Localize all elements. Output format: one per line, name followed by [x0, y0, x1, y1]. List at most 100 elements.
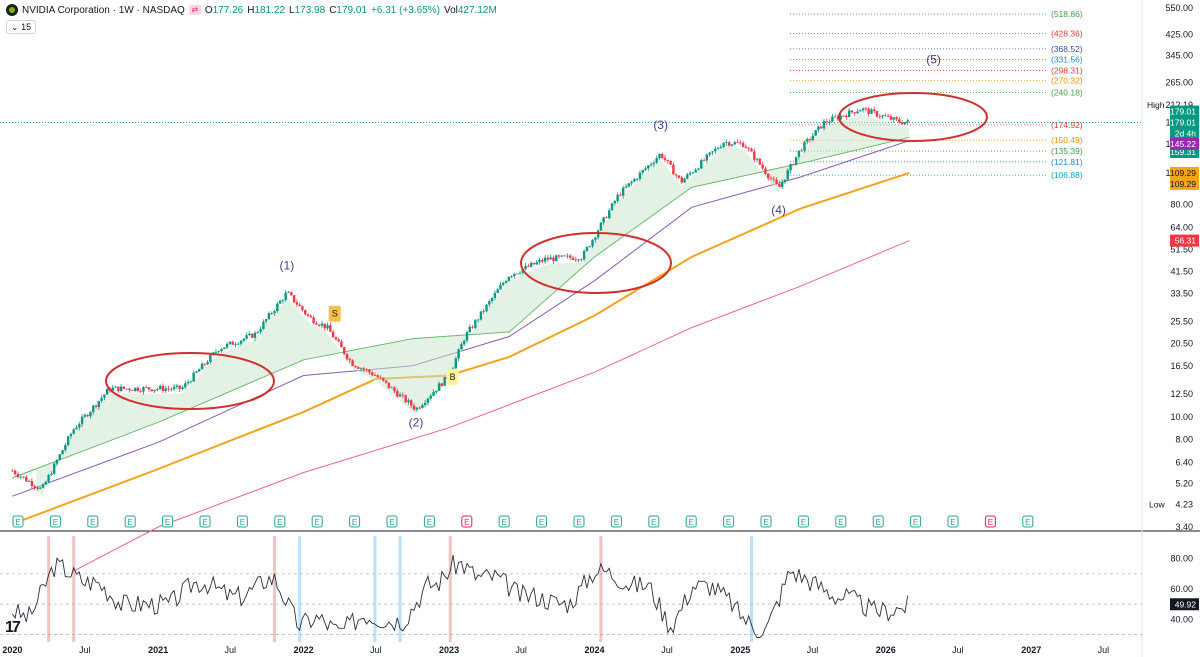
- candle-body: [741, 142, 745, 147]
- candle-body: [167, 388, 170, 390]
- candle-body: [69, 433, 73, 437]
- candle-body: [158, 386, 162, 389]
- candle-body: [281, 300, 285, 301]
- candle-body: [421, 405, 424, 408]
- candle-body: [627, 183, 630, 187]
- candle-body: [864, 108, 868, 110]
- y-tick-label: 25.50: [1170, 316, 1193, 326]
- candle-body: [30, 481, 34, 487]
- nvidia-logo-icon: [6, 4, 18, 16]
- candle-body: [647, 165, 650, 169]
- symbol-title[interactable]: NVIDIA Corporation · 1W · NASDAQ: [22, 4, 185, 16]
- candle-body: [725, 142, 728, 143]
- candle-body: [861, 108, 865, 111]
- candle-body: [817, 126, 820, 131]
- candle-body: [786, 170, 789, 180]
- candle-body: [568, 255, 572, 258]
- candle-body: [259, 329, 262, 332]
- candle-body: [373, 375, 377, 376]
- earnings-marker-label: E: [389, 518, 394, 527]
- candle-body: [594, 237, 597, 240]
- high-tag-label: High: [1147, 100, 1165, 110]
- oscillator-y-tick: 40.00: [1170, 614, 1193, 624]
- wave-label: (5): [926, 52, 941, 66]
- candle-body: [758, 158, 762, 165]
- y-tick-label: 5.20: [1175, 479, 1193, 489]
- candle-body: [543, 257, 547, 262]
- earnings-marker: [311, 515, 323, 528]
- candle-body: [251, 333, 254, 338]
- candle-body: [900, 122, 904, 125]
- candle-body: [875, 111, 879, 117]
- fib-level-label: (150.49): [1051, 135, 1083, 145]
- candle-body: [443, 376, 446, 386]
- earnings-marker-label: E: [128, 518, 133, 527]
- wave-label: (1): [280, 258, 295, 272]
- tradingview-logo-icon[interactable]: 17: [5, 619, 21, 636]
- y-tick-label: 345.00: [1165, 51, 1193, 61]
- candle-body: [200, 363, 204, 370]
- price-tag-label: 2d 4h: [1175, 129, 1197, 139]
- candle-body: [806, 139, 809, 142]
- candle-body: [340, 341, 343, 348]
- earnings-marker: [423, 515, 435, 528]
- y-tick-label: 12.50: [1170, 389, 1193, 399]
- close-label: C: [329, 4, 337, 16]
- x-tick-label: 2024: [584, 645, 604, 655]
- candle-body: [518, 272, 522, 274]
- candle-body: [886, 116, 890, 117]
- price-tag: [1170, 105, 1199, 118]
- trend-cloud: [36, 114, 910, 495]
- candle-body: [833, 116, 837, 118]
- candle-body: [164, 388, 167, 391]
- candle-body: [312, 317, 315, 324]
- candle-body: [867, 108, 870, 114]
- candle-body: [619, 194, 622, 196]
- fib-level-label: (298.31): [1051, 65, 1083, 75]
- candle-body: [50, 473, 53, 476]
- y-tick-label: 51.50: [1170, 245, 1193, 255]
- candle-body: [119, 386, 123, 392]
- earnings-marker-label: E: [53, 518, 58, 527]
- price-tag-label: 109.29: [1170, 168, 1196, 178]
- candle-body: [708, 152, 711, 155]
- oscillator-signal-band: [47, 536, 51, 642]
- candle-body: [362, 368, 365, 370]
- candle-body: [527, 265, 530, 267]
- earnings-marker-label: E: [689, 518, 694, 527]
- candle-body: [783, 179, 787, 183]
- oscillator-signal-band: [398, 536, 402, 642]
- alert-marker-icon[interactable]: ⇄: [188, 5, 201, 15]
- candle-body: [535, 262, 538, 265]
- candle-body: [803, 141, 806, 151]
- candle-body: [666, 159, 670, 162]
- high-label: H: [247, 4, 255, 16]
- candle-body: [574, 259, 577, 261]
- candle-body: [635, 178, 639, 180]
- price-tag-label: 159.31: [1170, 147, 1196, 157]
- candle-body: [566, 255, 569, 257]
- candle-body: [136, 387, 140, 392]
- candle-body: [697, 168, 700, 170]
- price-tag: [1170, 127, 1199, 140]
- candle-body: [326, 325, 329, 329]
- candle-body: [714, 148, 717, 152]
- indicator-collapse-button[interactable]: ⌄ 15: [6, 20, 37, 34]
- fib-level-label: (428.36): [1051, 29, 1083, 39]
- earnings-marker: [162, 515, 174, 528]
- candle-body: [142, 387, 145, 392]
- earnings-marker: [349, 515, 361, 528]
- candle-body: [370, 372, 374, 376]
- earnings-marker-label: E: [464, 518, 469, 527]
- candle-body: [753, 151, 756, 160]
- candle-body: [892, 117, 895, 120]
- candle-body: [555, 255, 558, 262]
- candle-body: [903, 122, 907, 125]
- candle-body: [722, 142, 725, 148]
- candle-body: [22, 476, 25, 478]
- candle-body: [510, 276, 513, 277]
- candle-body: [78, 424, 81, 428]
- earnings-marker: [536, 515, 548, 528]
- candle-body: [655, 158, 658, 163]
